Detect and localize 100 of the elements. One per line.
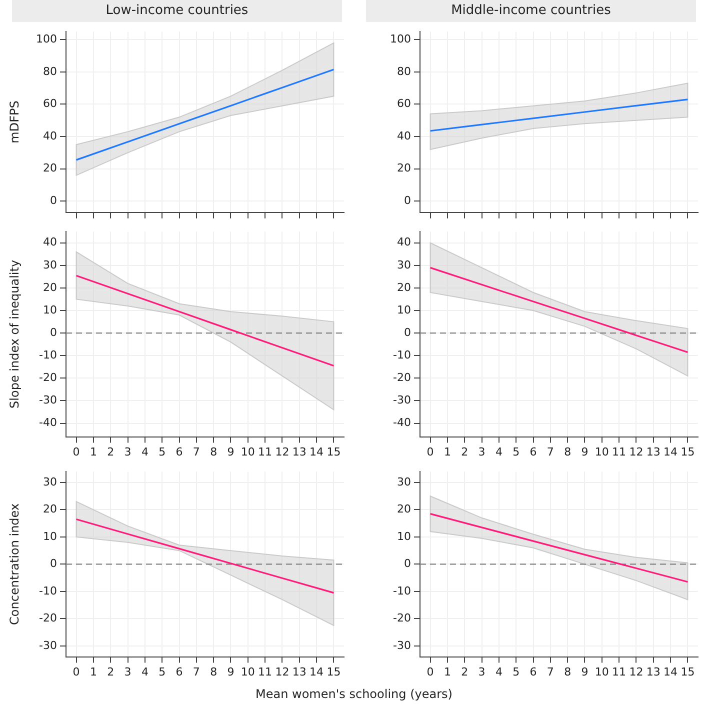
x-tick-label: 13 bbox=[646, 445, 660, 458]
x-tick-label: 3 bbox=[124, 445, 132, 458]
x-tick-label: 13 bbox=[646, 665, 660, 678]
x-tick-label: 15 bbox=[680, 445, 695, 458]
x-tick-label: 6 bbox=[176, 445, 183, 458]
chart-title: Middle-income countries bbox=[366, 0, 696, 22]
x-tick-label: 10 bbox=[240, 665, 255, 678]
x-tick-label: 14 bbox=[310, 665, 324, 678]
y-tick-label: 10 bbox=[43, 303, 57, 316]
x-tick-label: 1 bbox=[444, 665, 451, 678]
y-tick-label: 40 bbox=[397, 236, 411, 249]
y-tick-label: 0 bbox=[404, 194, 411, 207]
x-tick-label: 12 bbox=[275, 665, 290, 678]
y-tick-label: -40 bbox=[39, 416, 57, 430]
y-tick-label: 40 bbox=[397, 129, 411, 142]
y-tick-label: 20 bbox=[43, 280, 57, 294]
y-tick-label: 0 bbox=[404, 557, 411, 570]
x-tick-label: 11 bbox=[258, 445, 272, 458]
x-tick-label: 10 bbox=[240, 445, 255, 458]
x-tick-label: 15 bbox=[326, 445, 341, 458]
x-tick-label: 9 bbox=[227, 445, 234, 458]
x-tick-label: 3 bbox=[478, 445, 486, 458]
y-tick-label: -30 bbox=[39, 638, 57, 652]
x-tick-label: 11 bbox=[612, 665, 626, 678]
y-tick-label: -40 bbox=[393, 416, 411, 430]
x-tick-label: 6 bbox=[176, 665, 183, 678]
x-tick-label: 0 bbox=[72, 665, 80, 678]
y-tick-label: 0 bbox=[50, 326, 57, 339]
x-tick-label: 7 bbox=[192, 665, 200, 678]
y-axis-title: Concentration index bbox=[7, 503, 22, 625]
y-tick-label: 100 bbox=[390, 32, 411, 46]
x-tick-label: 5 bbox=[158, 445, 166, 458]
y-tick-label: 40 bbox=[43, 236, 57, 249]
y-tick-label: 100 bbox=[36, 32, 57, 46]
y-tick-label: -20 bbox=[393, 612, 411, 625]
y-axis-title: mDFPS bbox=[7, 100, 22, 144]
y-tick-label: 20 bbox=[397, 162, 411, 175]
x-tick-label: 11 bbox=[612, 445, 626, 458]
y-tick-label: -30 bbox=[393, 638, 411, 652]
x-tick-label: 1 bbox=[444, 445, 451, 458]
x-tick-label: 13 bbox=[292, 445, 306, 458]
x-tick-label: 9 bbox=[581, 445, 588, 458]
x-tick-label: 7 bbox=[546, 445, 554, 458]
y-tick-label: 60 bbox=[397, 97, 411, 110]
x-tick-label: 14 bbox=[664, 445, 678, 458]
x-tick-label: 14 bbox=[310, 445, 324, 458]
x-tick-label: 2 bbox=[461, 665, 468, 678]
x-tick-label: 15 bbox=[326, 665, 341, 678]
y-tick-label: 80 bbox=[397, 64, 411, 78]
y-tick-label: 0 bbox=[50, 194, 57, 207]
x-tick-label: 8 bbox=[210, 665, 218, 678]
y-axis-title: Slope index of inequality bbox=[7, 260, 22, 408]
y-tick-label: -10 bbox=[39, 348, 57, 362]
x-tick-label: 3 bbox=[124, 665, 132, 678]
y-tick-label: 30 bbox=[397, 258, 411, 272]
x-tick-label: 7 bbox=[192, 445, 200, 458]
y-tick-label: 10 bbox=[397, 303, 411, 316]
x-axis-title: Mean women's schooling (years) bbox=[254, 686, 454, 702]
y-tick-label: 60 bbox=[43, 97, 57, 110]
y-tick-label: 30 bbox=[43, 475, 57, 488]
y-tick-label: 30 bbox=[397, 475, 411, 488]
x-tick-label: 4 bbox=[495, 665, 502, 678]
y-tick-label: -10 bbox=[39, 584, 57, 598]
x-tick-label: 3 bbox=[478, 665, 486, 678]
x-tick-label: 0 bbox=[72, 445, 80, 458]
y-tick-label: 30 bbox=[43, 258, 57, 272]
x-tick-label: 4 bbox=[141, 665, 148, 678]
x-tick-label: 4 bbox=[495, 445, 502, 458]
y-tick-label: -30 bbox=[393, 394, 411, 407]
x-tick-label: 2 bbox=[461, 445, 468, 458]
y-tick-label: 10 bbox=[397, 530, 411, 543]
x-tick-label: 8 bbox=[564, 445, 572, 458]
chart-title: Low-income countries bbox=[12, 0, 342, 22]
y-tick-label: 20 bbox=[43, 502, 57, 516]
x-tick-label: 8 bbox=[210, 445, 218, 458]
y-tick-label: 20 bbox=[43, 162, 57, 175]
y-tick-label: 80 bbox=[43, 64, 57, 78]
x-tick-label: 8 bbox=[564, 665, 572, 678]
y-tick-label: 20 bbox=[397, 502, 411, 516]
y-tick-label: -30 bbox=[39, 394, 57, 407]
x-tick-label: 11 bbox=[258, 665, 272, 678]
x-tick-label: 0 bbox=[426, 445, 434, 458]
y-tick-label: 40 bbox=[43, 129, 57, 142]
x-tick-label: 6 bbox=[530, 665, 537, 678]
x-tick-label: 12 bbox=[629, 665, 644, 678]
y-tick-label: -10 bbox=[393, 348, 411, 362]
y-tick-label: -20 bbox=[39, 612, 57, 625]
x-tick-label: 0 bbox=[426, 665, 434, 678]
x-tick-label: 2 bbox=[107, 665, 114, 678]
x-tick-label: 5 bbox=[512, 665, 520, 678]
y-tick-label: 0 bbox=[50, 557, 57, 570]
y-tick-label: -10 bbox=[393, 584, 411, 598]
y-tick-label: 10 bbox=[43, 530, 57, 543]
x-tick-label: 10 bbox=[594, 665, 609, 678]
x-tick-label: 9 bbox=[581, 665, 588, 678]
x-tick-label: 13 bbox=[292, 665, 306, 678]
x-tick-label: 12 bbox=[275, 445, 290, 458]
x-tick-label: 12 bbox=[629, 445, 644, 458]
x-tick-label: 1 bbox=[90, 445, 97, 458]
y-tick-label: -20 bbox=[393, 371, 411, 384]
